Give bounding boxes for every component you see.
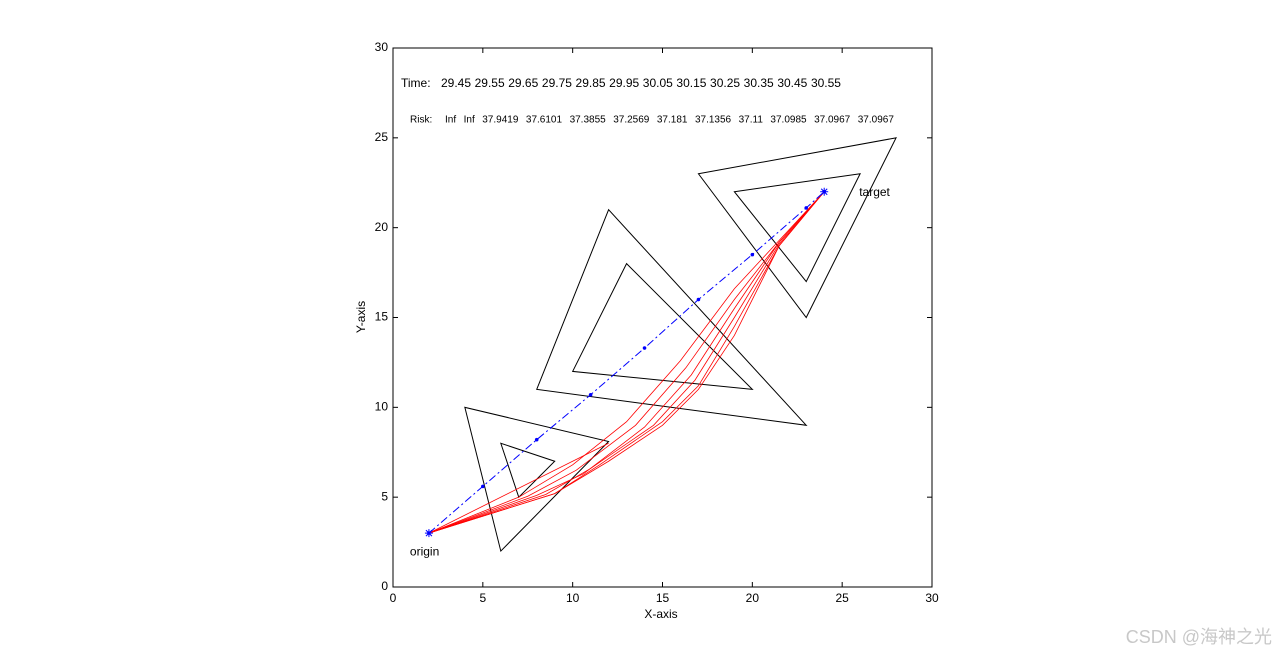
endpoint-marker (424, 529, 433, 538)
x-tick-label: 25 (835, 591, 849, 605)
y-tick-label: 30 (375, 40, 389, 54)
y-tick-label: 20 (375, 220, 389, 234)
risk-value: 37.0967 (858, 115, 895, 126)
candidate-path (428, 191, 825, 534)
obstacle (536, 208, 808, 426)
x-tick-label: 10 (566, 591, 580, 605)
path-point (588, 392, 593, 397)
x-tick-label: 5 (479, 591, 486, 605)
obstacle (733, 173, 862, 283)
time-value: 29.85 (576, 76, 606, 90)
y-tick-label: 0 (381, 579, 388, 593)
candidate-path (428, 191, 825, 534)
x-tick-label: 30 (925, 591, 939, 605)
candidate-path (428, 191, 825, 534)
candidate-path (428, 191, 825, 534)
candidate-path (428, 191, 825, 534)
time-label: Time: (401, 76, 431, 90)
x-axis-label: X-axis (644, 607, 677, 621)
y-tick-label: 10 (375, 400, 389, 414)
risk-value: 37.181 (657, 115, 688, 126)
time-value: 30.15 (676, 76, 706, 90)
time-value: 30.55 (811, 76, 841, 90)
marker-stroke (820, 188, 828, 196)
endpoint-label: origin (410, 544, 439, 558)
watermark: CSDN @海神之光 (1126, 627, 1272, 647)
endpoint-marker (820, 187, 829, 196)
risk-value: 37.6101 (526, 115, 563, 126)
risk-value: 37.1356 (695, 115, 732, 126)
risk-value: 37.0985 (770, 115, 807, 126)
time-value: 29.55 (475, 76, 505, 90)
y-tick-label: 5 (381, 489, 388, 503)
time-value: 30.05 (643, 76, 673, 90)
obstacle (697, 137, 897, 319)
path-point (696, 297, 701, 302)
risk-label: Risk: (410, 115, 432, 126)
risk-value: 37.11 (739, 115, 764, 126)
path-point (642, 346, 647, 350)
risk-value: 37.9419 (482, 115, 519, 126)
path-point (534, 437, 539, 442)
obstacle (464, 406, 610, 553)
marker-stroke (425, 529, 433, 537)
candidate-path (428, 442, 609, 534)
x-tick-label: 15 (656, 591, 670, 605)
time-value: 29.75 (542, 76, 572, 90)
time-value: 30.35 (744, 76, 774, 90)
x-tick-label: 20 (746, 591, 760, 605)
path-point (750, 252, 755, 257)
risk-value: 37.2569 (613, 115, 650, 126)
time-value: 29.65 (508, 76, 538, 90)
time-value: 30.25 (710, 76, 740, 90)
y-axis-label: Y-axis (354, 301, 368, 333)
x-tick-label: 0 (390, 591, 397, 605)
endpoint-label: target (859, 185, 890, 199)
plot-area (392, 47, 933, 588)
y-tick-label: 15 (375, 310, 389, 324)
risk-value: Inf (464, 115, 475, 126)
time-value: 29.45 (441, 76, 471, 90)
risk-value: Inf (445, 115, 456, 126)
risk-value: 37.3855 (570, 115, 607, 126)
risk-value: 37.0967 (814, 115, 851, 126)
y-tick-label: 25 (375, 130, 389, 144)
path-point (804, 206, 809, 210)
time-value: 30.45 (777, 76, 807, 90)
path-point (481, 484, 485, 489)
time-value: 29.95 (609, 76, 639, 90)
